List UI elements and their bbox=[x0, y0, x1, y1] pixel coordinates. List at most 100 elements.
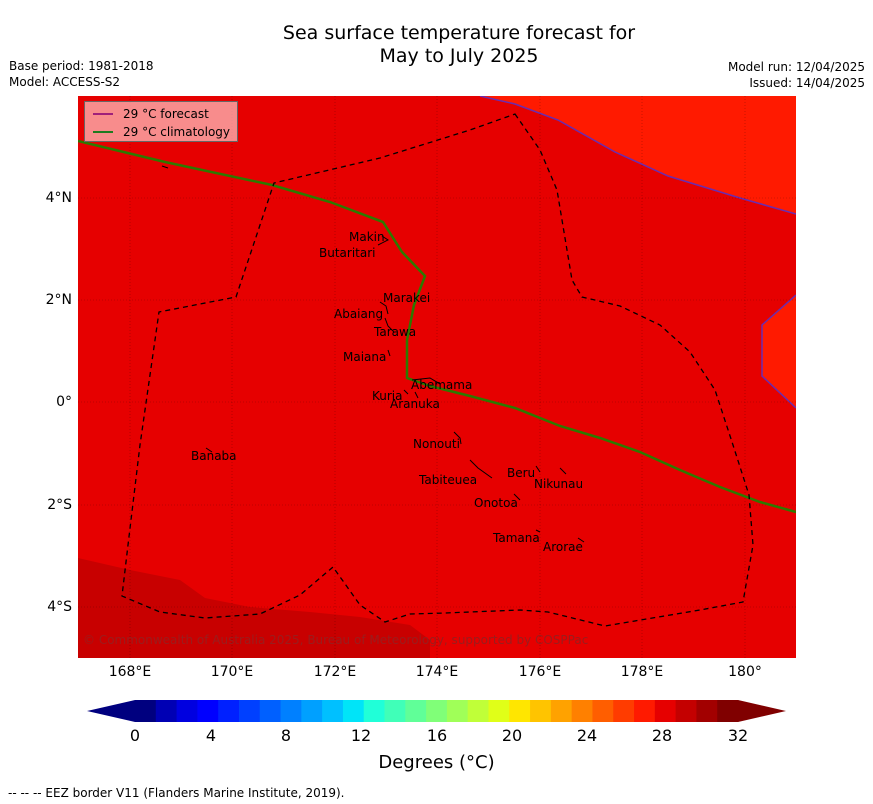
lat-label-4n: 4°N bbox=[45, 190, 72, 206]
colorbar-tick-12: 12 bbox=[350, 726, 372, 745]
forecast-contour bbox=[479, 96, 796, 215]
colorbar-segment bbox=[467, 700, 489, 722]
colorbar-segment bbox=[384, 700, 406, 722]
lon-label-174e: 174°E bbox=[415, 664, 459, 680]
colorbar-segment bbox=[238, 700, 261, 722]
island-label-butaritari: Butaritari bbox=[319, 246, 376, 260]
sst-cool-zone bbox=[78, 558, 430, 658]
island-label-nonouti: Nonouti bbox=[413, 437, 460, 451]
colorbar bbox=[87, 700, 786, 722]
colorbar-segment bbox=[717, 700, 739, 722]
colorbar-tick-28: 28 bbox=[651, 726, 673, 745]
colorbar-segment bbox=[654, 700, 677, 722]
colorbar-tick-32: 32 bbox=[727, 726, 749, 745]
sst-field-main bbox=[78, 96, 796, 658]
colorbar-segment bbox=[218, 700, 240, 722]
colorbar-segment bbox=[405, 700, 427, 722]
lon-label-168e: 168°E bbox=[108, 664, 152, 680]
colorbar-tick-8: 8 bbox=[280, 726, 292, 745]
colorbar-segment bbox=[176, 700, 198, 722]
island-label-tamana: Tamana bbox=[493, 531, 540, 545]
forecast-label: 29 °C forecast bbox=[123, 107, 209, 121]
island-label-abemama: Abemama bbox=[411, 378, 473, 392]
colorbar-over-arrow bbox=[738, 700, 786, 722]
colorbar-segment bbox=[509, 700, 531, 722]
base-period: Base period: 1981-2018 bbox=[9, 59, 154, 73]
lat-label-0: 0° bbox=[56, 394, 72, 410]
colorbar-segment bbox=[675, 700, 697, 722]
colorbar-segment bbox=[613, 700, 635, 722]
colorbar-tick-24: 24 bbox=[576, 726, 598, 745]
issued-date: Issued: 14/04/2025 bbox=[749, 76, 865, 90]
colorbar-segment bbox=[197, 700, 219, 722]
colorbar-tick-16: 16 bbox=[426, 726, 448, 745]
colorbar-segment bbox=[426, 700, 448, 722]
forecast-contour-east bbox=[761, 294, 796, 409]
colorbar-segment bbox=[259, 700, 282, 722]
colorbar-segment bbox=[135, 700, 157, 722]
colorbar-segment bbox=[550, 700, 573, 722]
colorbar-segment bbox=[446, 700, 469, 722]
meta-left: Base period: 1981-2018 Model: ACCESS-S2 bbox=[9, 58, 154, 90]
colorbar-segment bbox=[592, 700, 614, 722]
model-name: Model: ACCESS-S2 bbox=[9, 75, 121, 89]
gridlines bbox=[78, 96, 796, 658]
colorbar-segment bbox=[530, 700, 552, 722]
colorbar-segment bbox=[322, 700, 344, 722]
lat-label-2n: 2°N bbox=[45, 292, 72, 308]
island-label-kuria: Kuria bbox=[372, 389, 403, 403]
lon-label-172e: 172°E bbox=[313, 664, 357, 680]
colorbar-segment bbox=[342, 700, 365, 722]
island-label-marakei: Marakei bbox=[383, 291, 431, 305]
title-line-2: May to July 2025 bbox=[379, 45, 539, 67]
island-label-aranuka: Aranuka bbox=[390, 397, 440, 411]
colorbar-title: Degrees (°C) bbox=[378, 752, 495, 773]
colorbar-segment bbox=[696, 700, 718, 722]
legend-forecast: 29 °C forecast bbox=[93, 106, 209, 122]
title-line-1: Sea surface temperature forecast for bbox=[282, 22, 636, 44]
climatology-label: 29 °C climatology bbox=[123, 125, 231, 139]
meta-right: Model run: 12/04/2025 Issued: 14/04/2025 bbox=[728, 59, 865, 91]
sst-warm-zone-east bbox=[762, 295, 796, 408]
lat-label-4s: 4°S bbox=[47, 599, 72, 615]
colorbar-segment bbox=[634, 700, 656, 722]
map-legend: 29 °C forecast 29 °C climatology bbox=[84, 101, 238, 142]
island-label-abaiang: Abaiang bbox=[334, 307, 384, 321]
legend-climatology: 29 °C climatology bbox=[93, 124, 230, 140]
map-area bbox=[78, 96, 796, 658]
island-label-nikunau: Nikunau bbox=[534, 477, 584, 491]
lon-label-170e: 170°E bbox=[210, 664, 254, 680]
colorbar-segment bbox=[488, 700, 510, 722]
colorbar-segment bbox=[571, 700, 593, 722]
sst-warm-zone bbox=[480, 96, 796, 214]
copyright-text: © Commonwealth of Australia 2025, Bureau… bbox=[83, 633, 589, 647]
colorbar-tick-4: 4 bbox=[205, 726, 217, 745]
island-label-banaba: Banaba bbox=[191, 449, 237, 463]
colorbar-segment bbox=[363, 700, 386, 722]
island-label-tarawa: Tarawa bbox=[374, 325, 417, 339]
island-marks bbox=[161, 165, 585, 543]
model-run: Model run: 12/04/2025 bbox=[727, 60, 865, 74]
climatology-swatch bbox=[93, 131, 113, 133]
climatology-contour bbox=[78, 139, 796, 514]
lat-label-2s: 2°S bbox=[47, 497, 72, 513]
island-label-arorae: Arorae bbox=[543, 540, 583, 554]
island-label-beru: Beru bbox=[507, 466, 536, 480]
island-label-tabiteuea: Tabiteuea bbox=[419, 473, 478, 487]
lon-label-180: 180° bbox=[728, 664, 762, 680]
lon-label-178e: 178°E bbox=[620, 664, 664, 680]
colorbar-tick-0: 0 bbox=[129, 726, 141, 745]
footnote: -- -- -- EEZ border V11 (Flanders Marine… bbox=[8, 786, 345, 800]
forecast-swatch bbox=[93, 113, 113, 115]
colorbar-segment bbox=[155, 700, 178, 722]
island-label-maiana: Maiana bbox=[343, 350, 387, 364]
island-label-onotoa: Onotoa bbox=[474, 496, 518, 510]
eez-border bbox=[121, 113, 754, 627]
colorbar-segment bbox=[301, 700, 323, 722]
lon-label-176e: 176°E bbox=[518, 664, 562, 680]
colorbar-under-arrow bbox=[87, 700, 135, 722]
chart-title: Sea surface temperature forecast for May… bbox=[0, 22, 873, 68]
colorbar-tick-20: 20 bbox=[501, 726, 523, 745]
colorbar-segment bbox=[280, 700, 302, 722]
